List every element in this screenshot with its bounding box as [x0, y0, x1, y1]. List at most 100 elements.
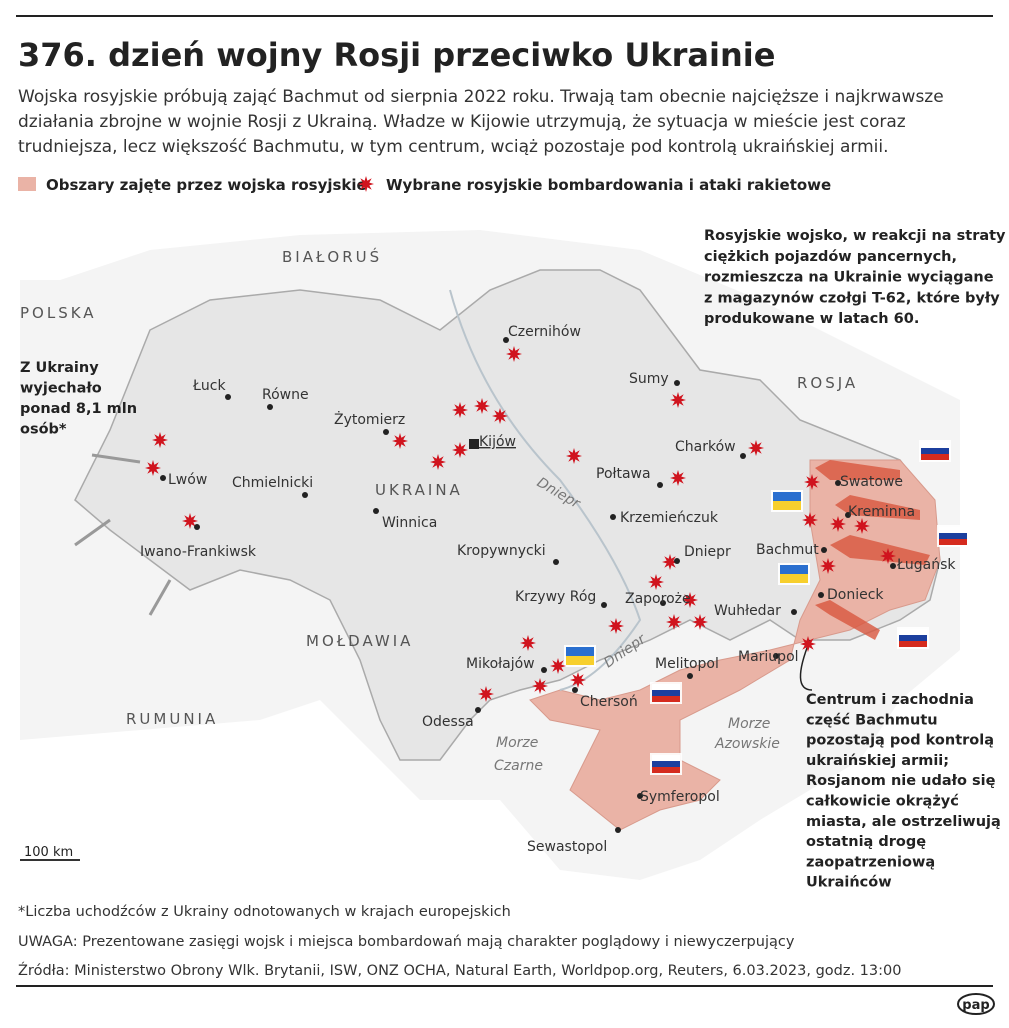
- annotation: Rosyjskie wojsko, w reakcji na straty: [704, 228, 1006, 244]
- flag-stripe: [939, 527, 967, 533]
- strike-marker: [520, 635, 536, 651]
- flag-russia: [650, 753, 682, 775]
- flag-stripe: [773, 492, 801, 501]
- city-dot: [657, 482, 663, 488]
- annotation: osób*: [20, 422, 67, 438]
- annotation: ukraińskiej armii;: [806, 753, 949, 769]
- strike-marker: [662, 554, 678, 570]
- annotation: miasta, ale ostrzeliwują: [806, 814, 1001, 830]
- strike-marker: [670, 470, 686, 486]
- footnote: UWAGA: Prezentowane zasięgi wojsk i miej…: [18, 934, 795, 950]
- strike-marker: [358, 176, 374, 192]
- logo: pap: [962, 998, 989, 1013]
- city-label: Melitopol: [655, 656, 719, 672]
- city-dot: [475, 707, 481, 713]
- flag-stripe: [899, 641, 927, 647]
- flag-stripe: [921, 454, 949, 460]
- strike-marker: [800, 636, 816, 652]
- city-label: Kreminna: [848, 504, 915, 520]
- flag-stripe: [652, 690, 680, 696]
- strike-marker: [452, 442, 468, 458]
- callout-line: [799, 639, 813, 691]
- country-label: BIAŁORUŚ: [282, 247, 382, 266]
- city-dot: [572, 687, 578, 693]
- flag-stripe: [652, 684, 680, 690]
- occupied-area: [529, 459, 941, 831]
- city-label: Chersoń: [580, 694, 638, 710]
- city-label: Mikołajów: [466, 656, 535, 672]
- flag-russia: [919, 440, 951, 462]
- annotation: ciężkich pojazdów pancernych,: [704, 249, 957, 265]
- flag-ukraine: [771, 490, 803, 512]
- map: [20, 230, 960, 880]
- city-dot: [302, 492, 308, 498]
- flag-stripe: [921, 442, 949, 448]
- city-label: Czernihów: [508, 324, 581, 340]
- annotation: Rosjanom nie udało się: [806, 773, 996, 789]
- strike-marker: [452, 402, 468, 418]
- refugee-arrows: [74, 453, 172, 616]
- annotation: część Bachmutu: [806, 712, 938, 728]
- strike-marker: [666, 614, 682, 630]
- flag-stripe: [780, 574, 808, 583]
- city-dot: [674, 558, 680, 564]
- annotation: ponad 8,1 mln: [20, 401, 137, 417]
- city-dot: [503, 337, 509, 343]
- strike-marker: [532, 678, 548, 694]
- city-label: Kropywnycki: [457, 543, 546, 559]
- legend-label: Obszary zajęte przez wojska rosyjskie: [46, 176, 367, 194]
- strike-marker: [748, 440, 764, 456]
- city-dot: [225, 394, 231, 400]
- subtitle: Wojska rosyjskie próbują zająć Bachmut o…: [18, 87, 944, 107]
- city-dot: [373, 508, 379, 514]
- country-label: ROSJA: [797, 374, 858, 392]
- logo-frame: [957, 993, 995, 1015]
- strike-marker: [880, 548, 896, 564]
- city-dot: [267, 404, 273, 410]
- annotation: Centrum i zachodnia: [806, 692, 974, 708]
- annotation: pozostają pod kontrolą: [806, 733, 994, 749]
- city-dot: [890, 563, 896, 569]
- flag-stripe: [921, 448, 949, 454]
- city-dot: [821, 547, 827, 553]
- city-label: Mariupol: [738, 649, 799, 665]
- subtitle: działania zbrojne w wojnie Rosji z Ukrai…: [18, 112, 906, 132]
- flag-stripe: [939, 533, 967, 539]
- footnote: *Liczba uchodźców z Ukrainy odnotowanych…: [18, 904, 511, 920]
- flag-stripe: [899, 629, 927, 635]
- city-label: Swatowe: [840, 474, 903, 490]
- city-dot: [541, 667, 547, 673]
- city-label: Połtawa: [596, 466, 651, 482]
- country-label: POLSKA: [20, 304, 97, 322]
- city-label: Ługańsk: [896, 557, 956, 573]
- city-dot: [740, 453, 746, 459]
- city-label: Iwano-Frankiwsk: [140, 544, 257, 560]
- flag-ukraine: [778, 563, 810, 585]
- strike-marker: [570, 672, 586, 688]
- city-label: Donieck: [827, 587, 884, 603]
- annotation: rozmieszcza na Ukrainie wyciągane: [704, 270, 994, 286]
- flag-stripe: [652, 767, 680, 773]
- annotation: produkowane w latach 60.: [704, 311, 919, 327]
- strike-marker: [608, 618, 624, 634]
- city-dot: [835, 480, 841, 486]
- city-label: Łuck: [192, 378, 226, 394]
- strike-marker: [804, 474, 820, 490]
- city-dot: [194, 524, 200, 530]
- capital-marker: [469, 439, 479, 449]
- city-label: Zaporoże: [625, 591, 691, 607]
- sea-label: Azowskie: [714, 736, 780, 752]
- city-label: Dniepr: [684, 544, 731, 560]
- strike-marker: [474, 398, 490, 414]
- flag-ukraine: [564, 645, 596, 667]
- annotation: z magazynów czołgi T-62, które były: [704, 290, 1000, 306]
- country-label: UKRAINA: [375, 481, 463, 499]
- city-dot: [818, 592, 824, 598]
- city-dot: [601, 602, 607, 608]
- sea-label: Czarne: [494, 758, 543, 774]
- city-dot: [160, 475, 166, 481]
- city-label: Wuhłedar: [714, 603, 781, 619]
- strike-marker: [566, 448, 582, 464]
- city-dot: [637, 793, 643, 799]
